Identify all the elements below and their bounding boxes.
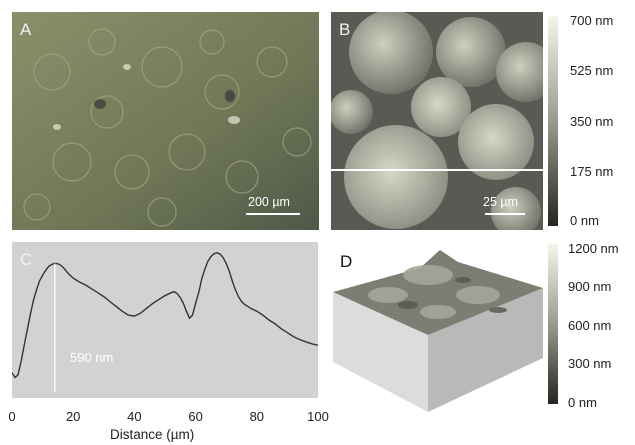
panel-b-scale-label: 25 µm [483, 195, 518, 209]
profile-series-line [12, 251, 318, 379]
colorbar-d-label-300: 300 nm [568, 356, 612, 371]
colorbar-b-label-0: 0 nm [570, 213, 599, 228]
afm-height-map [331, 12, 543, 230]
x-tick-60: 60 [188, 409, 203, 424]
x-tick-40: 40 [127, 409, 142, 424]
colorbar-b-label-175: 175 nm [570, 164, 614, 179]
panel-b-label: B [339, 20, 351, 39]
afm-3d-surface [333, 250, 543, 412]
panel-a-label: A [20, 20, 32, 39]
optical-micrograph [12, 12, 319, 230]
panel-a-scale-label: 200 µm [248, 195, 290, 209]
panel-b: B 25 µm [331, 12, 543, 230]
x-tick-80: 80 [249, 409, 265, 424]
panel-c: C 590 nm [12, 242, 318, 398]
x-tick-20: 20 [65, 409, 81, 424]
colorbar-b-label-525: 525 nm [570, 63, 614, 78]
x-tick-100: 100 [307, 409, 329, 424]
x-tick-0: 0 [8, 409, 16, 424]
height-profile-chart [12, 251, 318, 392]
panel-c-label: C [20, 250, 33, 269]
colorbar-b [548, 16, 558, 226]
height-annotation-label: 590 nm [70, 350, 114, 365]
colorbar-b-label-700: 700 nm [570, 13, 614, 28]
colorbar-d-label-0: 0 nm [568, 395, 597, 410]
colorbar-d-label-1200: 1200 nm [568, 241, 619, 256]
panel-d-label: D [340, 252, 353, 271]
x-axis-label: Distance (µm) [110, 427, 195, 442]
panel-a: A 200 µm [12, 12, 319, 230]
colorbar-b-label-350: 350 nm [570, 114, 614, 129]
panel-a-scale-bar [246, 213, 300, 215]
colorbar-d-label-600: 600 nm [568, 318, 612, 333]
colorbar-d [548, 244, 558, 404]
colorbar-d-label-900: 900 nm [568, 279, 612, 294]
panel-d: D [328, 240, 543, 412]
panel-b-scale-bar [485, 213, 525, 215]
